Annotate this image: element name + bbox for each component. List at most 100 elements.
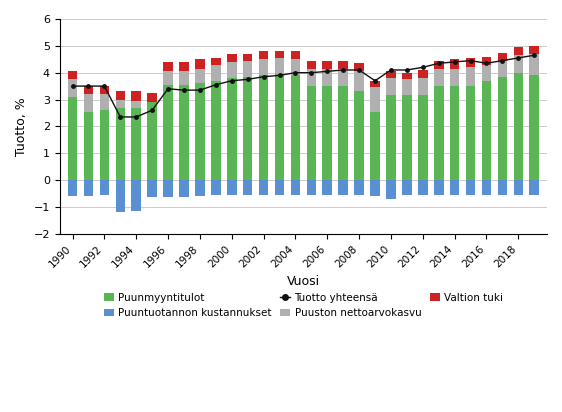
- Bar: [116, 108, 125, 180]
- Bar: [164, 85, 173, 180]
- Bar: [323, 69, 332, 86]
- Bar: [386, 78, 396, 96]
- Bar: [164, 71, 173, 85]
- Bar: [529, 46, 539, 54]
- Bar: [386, 96, 396, 180]
- Bar: [434, 86, 443, 180]
- Bar: [291, 59, 300, 75]
- Bar: [370, 87, 380, 112]
- Bar: [275, 74, 284, 180]
- Bar: [466, 58, 475, 67]
- Bar: [132, 91, 141, 101]
- Bar: [466, 86, 475, 180]
- Bar: [497, 61, 507, 77]
- Bar: [386, 180, 396, 199]
- Bar: [164, 180, 173, 197]
- Bar: [259, 75, 269, 180]
- Bar: [354, 71, 364, 91]
- Bar: [514, 55, 523, 73]
- Bar: [466, 180, 475, 195]
- Bar: [68, 80, 78, 97]
- Bar: [529, 180, 539, 195]
- Bar: [338, 86, 348, 180]
- Bar: [402, 180, 411, 195]
- Bar: [179, 62, 189, 71]
- Bar: [243, 77, 252, 180]
- Bar: [147, 180, 157, 197]
- Bar: [338, 69, 348, 86]
- Bar: [291, 75, 300, 180]
- Bar: [99, 94, 109, 110]
- Bar: [323, 61, 332, 69]
- Bar: [68, 180, 78, 196]
- Bar: [450, 86, 459, 180]
- Bar: [243, 61, 252, 77]
- Bar: [370, 81, 380, 87]
- Bar: [482, 180, 491, 195]
- Bar: [211, 180, 221, 195]
- Bar: [529, 75, 539, 180]
- Bar: [211, 81, 221, 180]
- Bar: [370, 180, 380, 196]
- Bar: [307, 86, 316, 180]
- Bar: [116, 91, 125, 100]
- Bar: [84, 86, 93, 94]
- Bar: [354, 63, 364, 71]
- Bar: [514, 47, 523, 55]
- Bar: [147, 93, 157, 102]
- Bar: [497, 53, 507, 61]
- Bar: [482, 81, 491, 180]
- Bar: [195, 83, 205, 180]
- Bar: [84, 180, 93, 196]
- X-axis label: Vuosi: Vuosi: [287, 275, 320, 288]
- Bar: [179, 180, 189, 197]
- Bar: [227, 180, 237, 195]
- Bar: [338, 180, 348, 195]
- Bar: [497, 77, 507, 180]
- Bar: [514, 73, 523, 180]
- Bar: [259, 59, 269, 75]
- Bar: [482, 65, 491, 81]
- Bar: [354, 180, 364, 195]
- Bar: [195, 180, 205, 196]
- Bar: [243, 180, 252, 195]
- Bar: [386, 71, 396, 78]
- Bar: [434, 61, 443, 69]
- Bar: [99, 86, 109, 94]
- Bar: [195, 59, 205, 69]
- Bar: [307, 69, 316, 86]
- Bar: [434, 69, 443, 86]
- Bar: [450, 69, 459, 86]
- Bar: [402, 80, 411, 96]
- Bar: [450, 180, 459, 195]
- Bar: [418, 78, 428, 96]
- Bar: [418, 180, 428, 195]
- Bar: [99, 180, 109, 195]
- Bar: [211, 58, 221, 65]
- Bar: [116, 180, 125, 212]
- Bar: [418, 70, 428, 78]
- Bar: [402, 96, 411, 180]
- Bar: [338, 61, 348, 69]
- Bar: [323, 180, 332, 195]
- Bar: [99, 110, 109, 180]
- Bar: [275, 180, 284, 195]
- Bar: [68, 71, 78, 80]
- Bar: [84, 94, 93, 112]
- Bar: [434, 180, 443, 195]
- Bar: [291, 51, 300, 59]
- Bar: [482, 56, 491, 65]
- Bar: [370, 112, 380, 180]
- Bar: [116, 100, 125, 108]
- Bar: [323, 86, 332, 180]
- Bar: [307, 61, 316, 69]
- Bar: [418, 96, 428, 180]
- Bar: [147, 102, 157, 180]
- Bar: [227, 78, 237, 180]
- Bar: [514, 180, 523, 195]
- Bar: [402, 73, 411, 80]
- Bar: [450, 59, 459, 69]
- Bar: [211, 65, 221, 81]
- Bar: [164, 62, 173, 71]
- Bar: [259, 51, 269, 59]
